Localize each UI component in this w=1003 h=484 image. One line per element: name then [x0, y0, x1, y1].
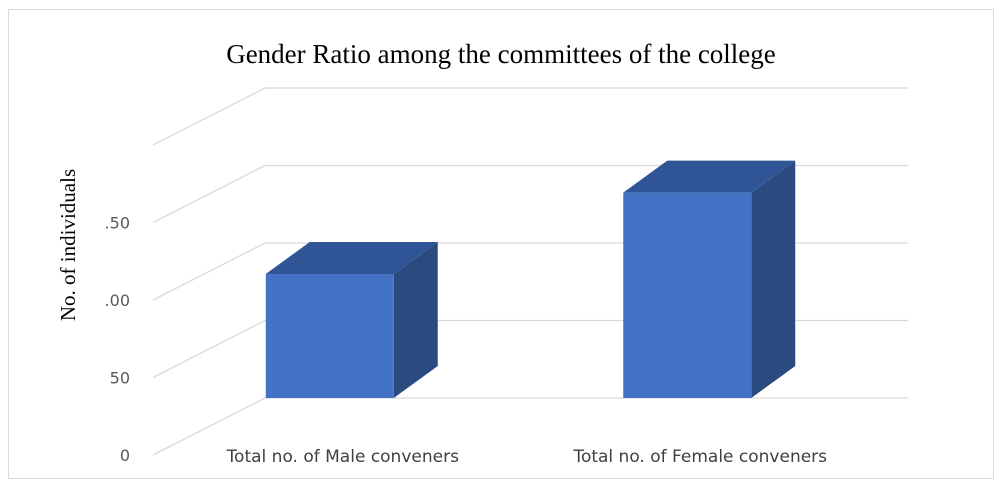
bars	[265, 160, 796, 398]
y-tick-label: 0	[120, 446, 130, 465]
y-tick-label: 50	[110, 369, 130, 388]
x-category-label: Total no. of Male conveners	[226, 447, 460, 467]
chart-title: Gender Ratio among the committees of the…	[226, 39, 776, 69]
bar-front	[623, 192, 752, 398]
y-tick-label: .50	[105, 214, 130, 233]
bar-front	[265, 274, 394, 398]
gridline-depth-2	[152, 242, 266, 301]
bar	[265, 242, 438, 398]
gridline-depth-3	[152, 164, 266, 224]
y-axis-ticks: 0 50 .00 .50	[105, 214, 130, 466]
chart-frame	[8, 9, 994, 479]
gridline-depth-0	[152, 397, 266, 456]
gridline-depth-1	[152, 319, 266, 379]
bar-side	[751, 160, 796, 398]
bar	[623, 160, 796, 398]
x-axis-categories: Total no. of Male conveners Total no. of …	[226, 447, 828, 467]
x-category-label: Total no. of Female conveners	[572, 447, 827, 467]
bar-top	[623, 160, 796, 193]
gridline-depth-4	[152, 87, 266, 146]
y-tick-label: .00	[105, 291, 130, 310]
bar-side	[393, 242, 438, 398]
bar-top	[265, 242, 438, 274]
gridlines	[152, 87, 908, 456]
